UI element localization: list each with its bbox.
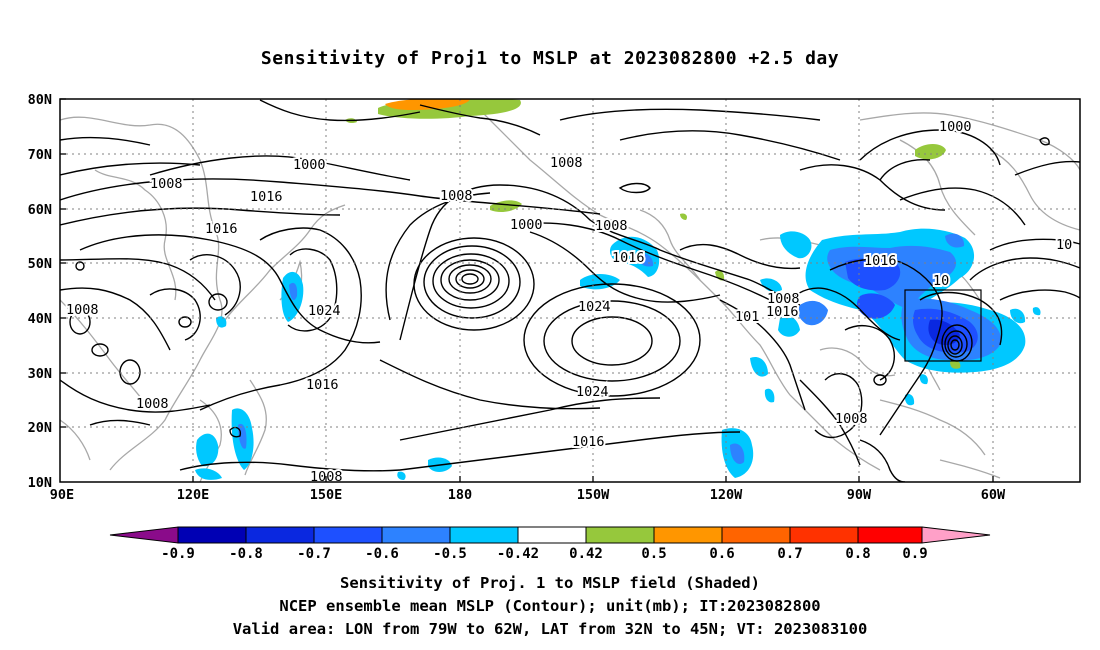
contour-label: 1008 (835, 411, 868, 427)
contour-label: 1016 (766, 304, 799, 320)
colorbar-segment (653, 526, 723, 544)
contour-label: 1016 (250, 189, 283, 205)
page-title: Sensitivity of Proj1 to MSLP at 20230828… (260, 48, 840, 69)
colorbar-labels: -0.9 -0.8 -0.7 -0.6 -0.5 -0.42 0.42 0.5 … (161, 546, 928, 562)
colorbar-label: 0.8 (845, 546, 870, 562)
contour-label: 1008 (310, 469, 343, 485)
contour-label: 10 (1056, 237, 1072, 253)
lat-label: 60N (28, 202, 52, 218)
lon-axis: 90E 120E 150E 180 150W 120W 90W 60W (50, 487, 1006, 503)
colorbar-label: -0.9 (161, 546, 195, 562)
contour-label: 101 (735, 309, 759, 325)
lat-label: 40N (28, 311, 52, 327)
colorbar-label: -0.5 (433, 546, 467, 562)
lon-label: 120E (177, 487, 210, 503)
contour-label: 1024 (308, 303, 341, 319)
lon-label: 120W (710, 487, 743, 503)
contour-label: 1016 (306, 377, 339, 393)
lat-label: 80N (28, 92, 52, 108)
contour-label: 1008 (66, 302, 99, 318)
caption-contour: NCEP ensemble mean MSLP (Contour); unit(… (279, 597, 821, 615)
lat-label: 20N (28, 420, 52, 436)
colorbar-segment (585, 526, 655, 544)
contour-label: 1000 (939, 119, 972, 135)
colorbar-label: -0.7 (297, 546, 331, 562)
lat-label: 10N (28, 475, 52, 491)
contour-label: 1016 (864, 253, 897, 269)
lat-axis: 80N 70N 60N 50N 40N 30N 20N 10N (28, 92, 52, 491)
contour-label: 1016 (205, 221, 238, 237)
colorbar-segment (177, 526, 247, 544)
grid-lines (60, 99, 1080, 482)
caption-valid-area: Valid area: LON from 79W to 62W, LAT fro… (232, 620, 868, 638)
colorbar-label: 0.7 (777, 546, 802, 562)
contour-label: 1008 (550, 155, 583, 171)
colorbar-segment (245, 526, 315, 544)
colorbar-label: 0.9 (902, 546, 927, 562)
colorbar-segment (789, 526, 859, 544)
lon-label: 180 (448, 487, 472, 503)
lon-label: 90W (847, 487, 872, 503)
colorbar-label: 0.6 (709, 546, 734, 562)
colorbar-label: 0.42 (569, 546, 603, 562)
plot-frame (59, 98, 1081, 483)
contour-label: 1008 (595, 218, 628, 234)
contour-label: 1024 (576, 384, 609, 400)
colorbar-label: -0.42 (497, 546, 539, 562)
colorbar-segment (857, 526, 923, 544)
contour-label: 1016 (572, 434, 605, 450)
contour-label-group: 1000 1008 1016 1016 1008 1008 1000 1008 … (64, 117, 1074, 485)
lon-label: 150W (577, 487, 610, 503)
sensitivity-shading (195, 99, 1041, 480)
lat-label: 70N (28, 147, 52, 163)
lat-label: 30N (28, 366, 52, 382)
contour-label: 1024 (578, 299, 611, 315)
lat-label: 50N (28, 256, 52, 272)
mslp-contours (60, 99, 1080, 482)
colorbar-left-triangle (109, 526, 179, 544)
colorbar-label: 0.5 (641, 546, 666, 562)
contour-label: 1016 (612, 250, 645, 266)
colorbar-segment (313, 526, 383, 544)
contour-label: 1008 (440, 188, 473, 204)
contour-label: 1008 (150, 176, 183, 192)
lon-label: 150E (310, 487, 343, 503)
colorbar-segment (381, 526, 451, 544)
colorbar-right-triangle (921, 526, 991, 544)
caption-shaded: Sensitivity of Proj. 1 to MSLP field (Sh… (340, 574, 760, 592)
colorbar-segment (449, 526, 519, 544)
lon-label: 60W (981, 487, 1006, 503)
contour-label: 1008 (136, 396, 169, 412)
colorbar: -0.9 -0.8 -0.7 -0.6 -0.5 -0.42 0.42 0.5 … (109, 526, 991, 562)
valid-area-box (904, 289, 982, 362)
axis-ticks (60, 98, 994, 482)
colorbar-label: -0.6 (365, 546, 399, 562)
contour-label: 1000 (510, 217, 543, 233)
contour-label: 10 (933, 273, 949, 289)
lon-label: 90E (50, 487, 74, 503)
contour-label: 1008 (767, 291, 800, 307)
colorbar-segment (721, 526, 791, 544)
contour-label: 1000 (293, 157, 326, 173)
colorbar-label: -0.8 (229, 546, 263, 562)
colorbar-segment (517, 526, 587, 544)
